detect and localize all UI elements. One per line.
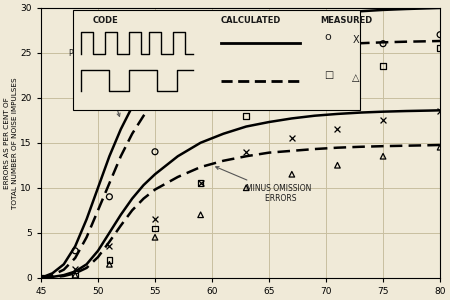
Point xyxy=(151,217,158,222)
Point xyxy=(436,145,444,150)
Point xyxy=(288,86,296,91)
Point xyxy=(72,266,79,271)
Point xyxy=(37,275,45,280)
Point xyxy=(151,235,158,240)
Point xyxy=(106,257,113,262)
Y-axis label: ERRORS AS PER CENT OF
TOTAL NUMBER OF NOISE IMPULSES: ERRORS AS PER CENT OF TOTAL NUMBER OF NO… xyxy=(4,77,18,208)
Point xyxy=(197,181,204,186)
Point xyxy=(243,64,250,69)
Point xyxy=(243,185,250,190)
Point xyxy=(334,163,341,168)
Point xyxy=(72,248,79,253)
Point xyxy=(37,275,45,280)
Point xyxy=(288,59,296,64)
Text: CODE: CODE xyxy=(93,16,119,25)
Point xyxy=(106,194,113,199)
Point xyxy=(243,149,250,154)
Text: MEASURED: MEASURED xyxy=(320,16,373,25)
Text: X: X xyxy=(352,35,359,45)
Point xyxy=(72,273,79,278)
Text: □: □ xyxy=(324,70,333,80)
Point xyxy=(197,100,204,105)
Point xyxy=(106,262,113,267)
Text: MINUS OMISSION
        ERRORS: MINUS OMISSION ERRORS xyxy=(216,167,311,203)
Point xyxy=(334,127,341,132)
Point xyxy=(334,68,341,73)
Point xyxy=(288,172,296,177)
Text: PLUS INSERTION
       ERRORS: PLUS INSERTION ERRORS xyxy=(69,49,131,116)
Point xyxy=(379,118,387,123)
Point xyxy=(197,212,204,217)
Text: o: o xyxy=(324,32,331,42)
Point xyxy=(243,113,250,118)
Text: △: △ xyxy=(352,73,360,83)
Point xyxy=(379,41,387,46)
Text: CALCULATED: CALCULATED xyxy=(220,16,281,25)
Point xyxy=(436,46,444,51)
Point xyxy=(334,50,341,55)
Point xyxy=(151,149,158,154)
FancyBboxPatch shape xyxy=(73,11,360,110)
Point xyxy=(379,64,387,69)
Point xyxy=(197,181,204,186)
Point xyxy=(106,244,113,249)
Point xyxy=(436,109,444,114)
Point xyxy=(72,274,79,278)
Point xyxy=(151,226,158,231)
Point xyxy=(436,32,444,37)
Point xyxy=(379,154,387,159)
Point xyxy=(288,136,296,141)
